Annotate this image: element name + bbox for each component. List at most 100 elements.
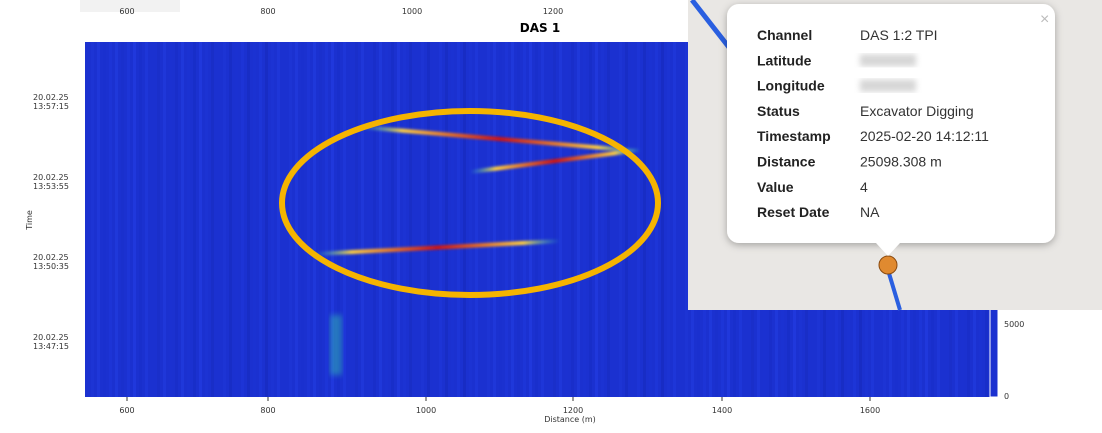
stripe (397, 42, 400, 397)
stripe (637, 42, 640, 397)
y-tick-label: 13:50:35 (33, 262, 69, 271)
stripe (319, 42, 322, 397)
stripe (205, 42, 208, 397)
stripe (499, 42, 502, 397)
stripe (313, 42, 316, 397)
stripe (511, 42, 514, 397)
stripe (487, 42, 490, 397)
colorbar-tick-label: 0 (1004, 392, 1009, 401)
stripe (307, 42, 310, 397)
top-tick-label: 1200 (543, 7, 563, 16)
top-tick-label: 1000 (402, 7, 422, 16)
stripe (265, 42, 268, 397)
stripe (91, 42, 94, 397)
stripe (97, 42, 100, 397)
stripe (427, 42, 430, 397)
stripe (475, 42, 478, 397)
stripe (295, 42, 298, 397)
x-axis-label: Distance (m) (544, 415, 596, 424)
stripe (667, 42, 670, 397)
stripe (325, 42, 328, 397)
row-value: Excavator Digging (860, 103, 974, 119)
blurred-value (860, 80, 916, 92)
stripe (643, 42, 646, 397)
stripe (391, 42, 394, 397)
stripe (229, 42, 232, 397)
y-tick-label: 13:53:55 (33, 182, 69, 191)
stripe (505, 42, 508, 397)
stripe (685, 42, 688, 397)
blurred-value (860, 54, 916, 66)
stripe (259, 42, 262, 397)
screenshot: DAS 1 Distance (m) Time 6008001000120060… (0, 0, 1102, 429)
stripe (649, 42, 652, 397)
stripe (631, 42, 634, 397)
y-tick-label: 13:47:15 (33, 342, 69, 351)
stripe (565, 42, 568, 397)
stripe (577, 42, 580, 397)
stripe (163, 42, 166, 397)
stripe (619, 42, 622, 397)
stripe (601, 42, 604, 397)
stripe (211, 42, 214, 397)
row-label: Value (757, 179, 794, 195)
stripe (433, 42, 436, 397)
stripe (103, 42, 106, 397)
colorbar-tick-label: 5000 (1004, 320, 1024, 329)
stripe (493, 42, 496, 397)
stripe (409, 42, 412, 397)
bottom-tick-label: 1400 (712, 406, 732, 415)
row-label: Distance (757, 154, 816, 170)
stripe (541, 42, 544, 397)
stripe (517, 42, 520, 397)
stripe (421, 42, 424, 397)
bottom-tick-label: 1000 (416, 406, 436, 415)
row-label: Status (757, 103, 800, 119)
stripe (379, 42, 382, 397)
row-label: Channel (757, 27, 812, 43)
bottom-tick-label: 800 (260, 406, 275, 415)
stripe (583, 42, 586, 397)
stripe (145, 42, 148, 397)
bottom-tick-label: 1200 (563, 406, 583, 415)
stripe (253, 42, 256, 397)
stripe (607, 42, 610, 397)
bottom-tick-label: 600 (119, 406, 134, 415)
stripe (529, 42, 532, 397)
stripe (241, 42, 244, 397)
stripe (403, 42, 406, 397)
stripe (175, 42, 178, 397)
page: {"plot": {"title": "DAS 1", "x_label": "… (0, 0, 1102, 429)
row-label: Latitude (757, 52, 812, 68)
stripe (373, 42, 376, 397)
stripe (235, 42, 238, 397)
stripe (463, 42, 466, 397)
stripe (625, 42, 628, 397)
close-button[interactable]: × (1040, 11, 1049, 28)
stripe (457, 42, 460, 397)
row-label: Reset Date (757, 204, 830, 220)
stripe (109, 42, 112, 397)
map-marker[interactable] (879, 256, 897, 274)
stripe (187, 42, 190, 397)
y-tick-label: 20.02.25 (33, 253, 69, 262)
y-tick-label: 20.02.25 (33, 333, 69, 342)
stripe (367, 42, 370, 397)
stripe (121, 42, 124, 397)
stripe (523, 42, 526, 397)
stripe (451, 42, 454, 397)
stripe (133, 42, 136, 397)
signal-blob (330, 315, 342, 375)
stripe (277, 42, 280, 397)
stripe (673, 42, 676, 397)
stripe (115, 42, 118, 397)
top-tick-label: 800 (260, 7, 275, 16)
stripe (127, 42, 130, 397)
stripe (385, 42, 388, 397)
stripe (469, 42, 472, 397)
row-value: 25098.308 m (860, 154, 942, 170)
stripe (169, 42, 172, 397)
stripe (181, 42, 184, 397)
stripe (157, 42, 160, 397)
stripe (535, 42, 538, 397)
